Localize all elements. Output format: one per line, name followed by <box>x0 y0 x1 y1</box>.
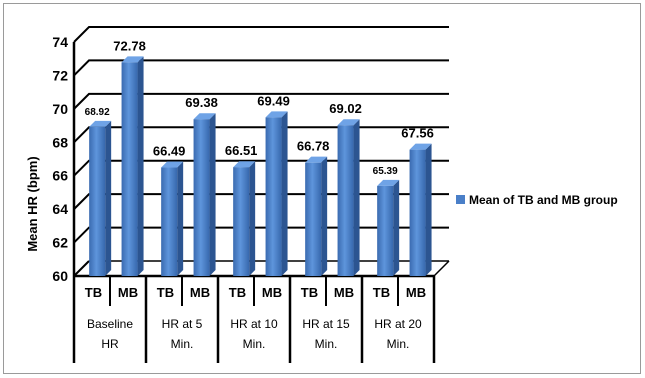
bar <box>161 167 178 276</box>
legend: Mean of TB and MB group <box>456 193 618 207</box>
x-group-label: Min. <box>315 337 338 351</box>
bar <box>121 62 138 276</box>
bar-side <box>249 161 256 276</box>
bar <box>337 125 354 276</box>
x-group-label: Min. <box>171 337 194 351</box>
data-label: 68.92 <box>85 107 110 118</box>
data-label: 69.49 <box>257 93 290 108</box>
y-tick-label: 68 <box>52 134 68 150</box>
gridline <box>73 59 449 77</box>
data-label: 67.56 <box>401 126 434 141</box>
bar-top <box>193 113 216 120</box>
y-axis-depth-edge <box>73 260 90 277</box>
y-tick-label: 74 <box>52 34 68 50</box>
bar <box>89 126 106 276</box>
x-subcategory-label: TB <box>157 285 174 300</box>
y-tick-label: 64 <box>52 201 68 217</box>
x-group-label: Baseline <box>87 317 133 331</box>
bar-top <box>233 161 256 168</box>
bar <box>193 119 210 276</box>
x-subcategory-label: MB <box>406 285 426 300</box>
gridline <box>73 193 449 210</box>
bar-top <box>89 120 112 127</box>
bar-side <box>393 179 400 276</box>
gridline <box>73 126 449 143</box>
bar <box>305 162 322 276</box>
x-subcategory-label: MB <box>190 285 210 300</box>
x-group-label: HR at 20 <box>374 317 422 331</box>
y-axis: 60 62 64 66 68 70 72 74 <box>52 34 450 284</box>
bar-top <box>121 56 144 63</box>
x-subcategory-label: MB <box>118 285 138 300</box>
bar-side <box>425 143 432 276</box>
bar-side <box>209 113 216 276</box>
bar-top <box>161 161 184 168</box>
x-subcategory-label: TB <box>85 285 102 300</box>
y-tick-label: 60 <box>52 268 68 284</box>
bars <box>89 56 432 276</box>
bar-side <box>177 161 184 276</box>
bar-top <box>337 119 360 126</box>
data-label: 72.78 <box>113 38 146 53</box>
data-label: 66.51 <box>225 143 258 158</box>
y-tick-label: 62 <box>52 235 68 251</box>
gridline <box>73 26 449 43</box>
bar-side <box>137 56 144 276</box>
data-label: 66.78 <box>297 139 330 154</box>
data-labels: 68.92 72.78 66.49 69.38 66.51 69.49 66.78 69.02… <box>85 38 434 177</box>
chart-frame: 60 62 64 66 68 70 72 74 68.92 72.78 66.49 69.38 66.… <box>3 3 641 374</box>
y-tick-label: 70 <box>52 101 68 117</box>
bar-top <box>305 156 328 163</box>
bar-side <box>105 120 112 276</box>
y-tick-label: 72 <box>52 67 68 83</box>
floor-right-edge <box>433 260 450 277</box>
gridline <box>73 159 449 177</box>
x-group-label: HR at 5 <box>162 317 203 331</box>
bar-top <box>377 179 400 186</box>
data-label: 65.39 <box>373 166 398 177</box>
x-subcategory-label: TB <box>301 285 318 300</box>
x-subcategory-label: MB <box>334 285 354 300</box>
x-subcategory-label: TB <box>229 285 246 300</box>
legend-label: Mean of TB and MB group <box>469 193 618 207</box>
bar <box>265 117 282 276</box>
x-group-label: HR at 10 <box>230 317 278 331</box>
x-group-label: Min. <box>387 337 410 351</box>
gridline <box>73 92 449 110</box>
x-axis: TB MB Baseline HR TB MB HR at 5 Min. TB MB HR at 1… <box>72 276 436 363</box>
bar <box>377 185 394 276</box>
bar-top <box>409 143 432 150</box>
y-tick-label: 66 <box>52 168 68 184</box>
data-label: 69.02 <box>329 101 362 116</box>
legend-swatch <box>456 195 465 204</box>
bar-side <box>281 111 288 276</box>
x-subcategory-label: MB <box>262 285 282 300</box>
x-group-label: Min. <box>243 337 266 351</box>
x-group-label: HR at 15 <box>302 317 350 331</box>
data-label: 69.38 <box>185 95 218 110</box>
gridline <box>73 226 449 244</box>
bar-chart: 60 62 64 66 68 70 72 74 68.92 72.78 66.49 69.38 66.… <box>25 26 618 363</box>
x-subcategory-label: TB <box>373 285 390 300</box>
data-label: 66.49 <box>153 144 186 159</box>
bar-side <box>353 119 360 276</box>
bar <box>233 167 250 276</box>
y-axis-label: Mean HR (bpm) <box>25 156 40 251</box>
gridlines <box>73 26 449 244</box>
bar-top <box>265 111 288 118</box>
bar <box>409 149 426 276</box>
bar-side <box>321 156 328 276</box>
x-group-label: HR <box>101 337 119 351</box>
